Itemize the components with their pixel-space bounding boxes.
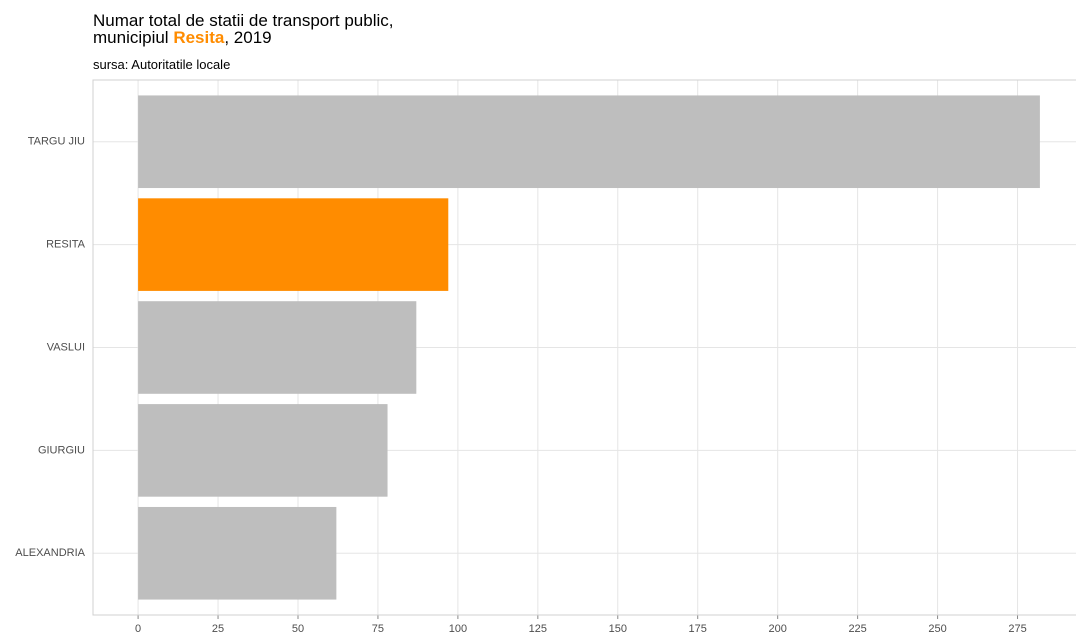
- bar: [138, 95, 1040, 189]
- bar: [138, 506, 337, 600]
- title-line: municipiul Resita, 2019: [93, 29, 393, 46]
- x-tick-label: 25: [212, 623, 224, 635]
- x-tick-label: 275: [1008, 623, 1026, 635]
- title-part: , 2019: [224, 28, 272, 47]
- x-tick-label: 75: [372, 623, 384, 635]
- x-tick-label: 0: [135, 623, 141, 635]
- bar: [138, 404, 388, 497]
- y-tick-label: RESITA: [46, 239, 86, 251]
- chart-title: Numar total de statii de transport publi…: [93, 12, 393, 46]
- title-line: Numar total de statii de transport publi…: [93, 11, 394, 30]
- x-tick-label: 125: [529, 623, 547, 635]
- x-tick-label: 225: [848, 623, 866, 635]
- x-tick-label: 200: [768, 623, 786, 635]
- x-tick-label: 250: [928, 623, 946, 635]
- title-highlight: Resita: [173, 28, 225, 47]
- title-part: municipiul: [93, 28, 169, 47]
- y-tick-label: TARGU JIU: [28, 136, 85, 148]
- y-tick-label: ALEXANDRIA: [15, 547, 85, 559]
- chart-subtitle: sursa: Autoritatile locale: [93, 57, 231, 72]
- bar: [138, 301, 417, 394]
- x-tick-label: 50: [292, 623, 304, 635]
- bar: [138, 198, 449, 291]
- x-tick-label: 175: [689, 623, 707, 635]
- y-tick-label: VASLUI: [47, 341, 85, 353]
- panel-border: [92, 79, 1076, 616]
- x-tick-label: 100: [449, 623, 467, 635]
- y-tick-label: GIURGIU: [38, 444, 85, 456]
- x-tick-label: 150: [609, 623, 627, 635]
